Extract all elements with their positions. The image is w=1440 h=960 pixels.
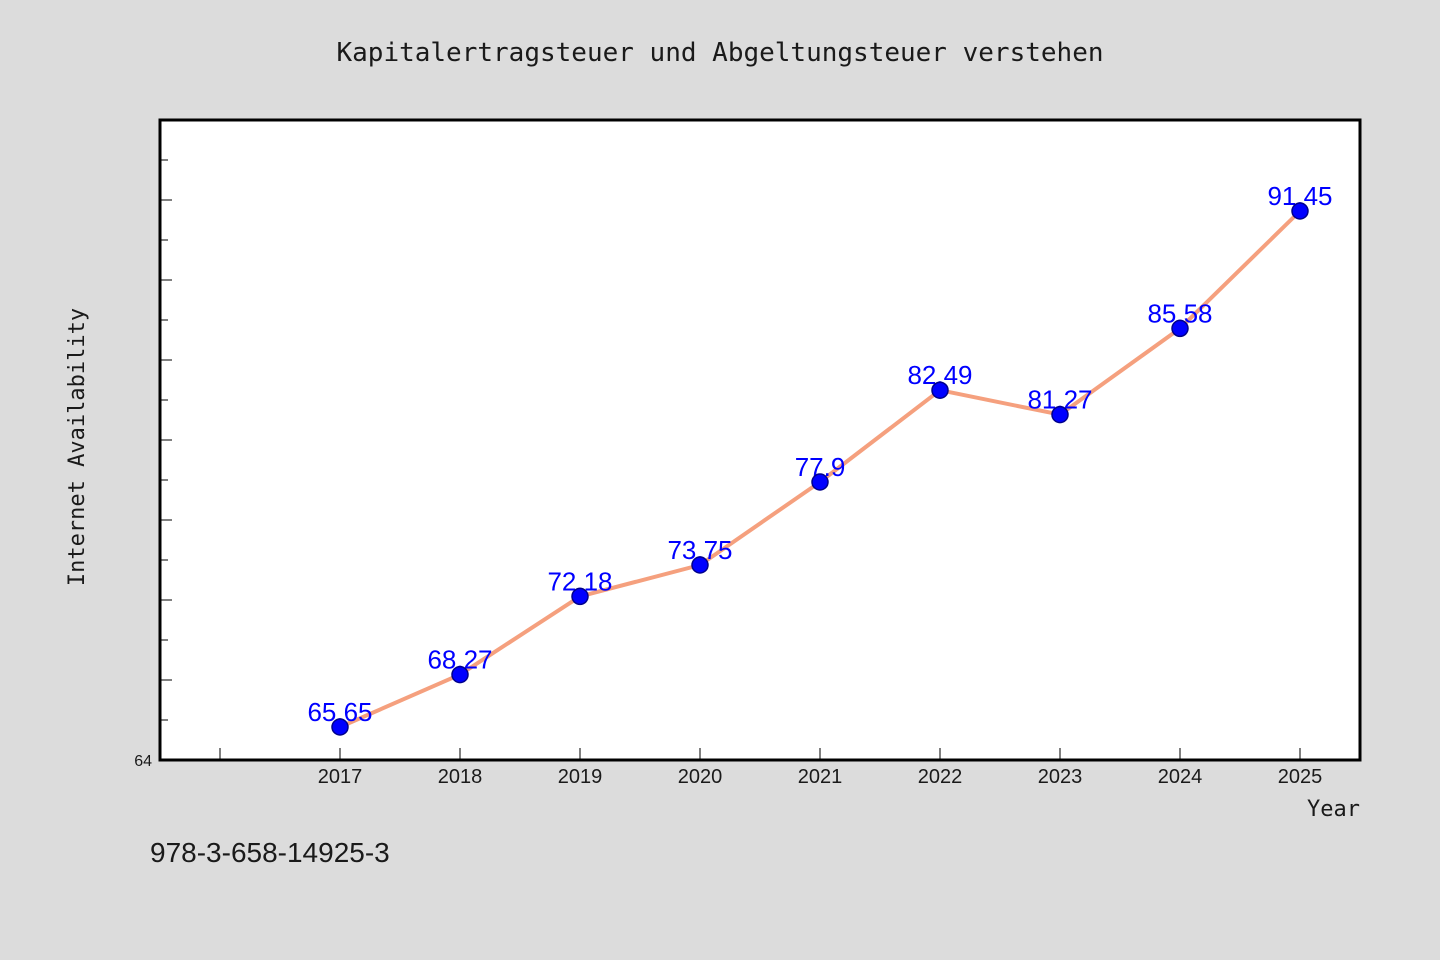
plot-area (158, 118, 1362, 762)
x-axis-label: Year (1307, 797, 1360, 822)
x-tick-label: 2017 (318, 766, 363, 788)
y-tick-label: 64 (134, 753, 152, 770)
x-tick-label: 2025 (1278, 766, 1323, 788)
x-tick-label: 2024 (1158, 766, 1203, 788)
data-point (1171, 319, 1189, 338)
y-axis-label: Internet Availability (65, 308, 90, 586)
axis-ticks (160, 159, 1301, 761)
data-point (931, 381, 949, 399)
x-tick-label: 2023 (1038, 766, 1083, 788)
x-tick-label: 2020 (678, 766, 723, 788)
chart-title: Kapitalertragsteuer und Abgeltungsteuer … (336, 38, 1103, 68)
series-group: 65.6568.2772.1873.7577.982.4981.2785.589… (307, 181, 1333, 736)
data-point (691, 556, 709, 574)
isbn-text: 978-3-658-14925-3 (150, 837, 390, 868)
x-tick-label: 2021 (798, 766, 843, 788)
data-point (451, 665, 469, 684)
x-tick-label: 2018 (438, 766, 483, 788)
data-point (1051, 405, 1069, 424)
axis-tick-labels: 64 2017 2018 2019 2020 2021 2022 2023 2024 2025 (134, 753, 1322, 788)
x-tick-label: 2019 (558, 766, 603, 788)
data-point (331, 718, 349, 736)
data-point (811, 473, 829, 491)
data-point (1291, 202, 1309, 220)
x-tick-label: 2022 (918, 766, 963, 788)
data-point (571, 587, 589, 606)
